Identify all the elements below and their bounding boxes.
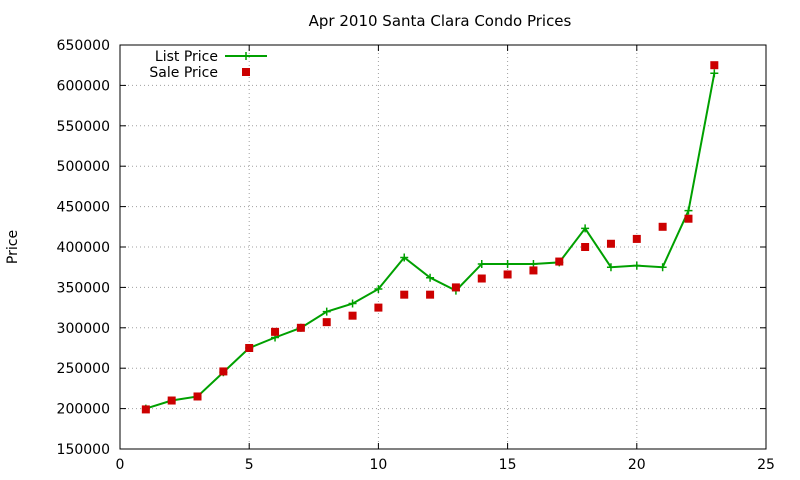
sale-price-point [684,214,693,223]
sale-price-point [606,239,615,248]
series-list-price [141,69,719,413]
sale-price-point [503,270,512,279]
y-tick-label: 500000 [57,159,110,175]
sale-price-point [400,290,409,299]
legend-label: Sale Price [149,65,218,81]
grid [120,45,766,449]
series-layer [141,61,719,414]
y-tick-label: 250000 [57,361,110,377]
y-tick-label: 650000 [57,38,110,54]
x-tick-label: 20 [628,457,646,473]
list-price-point [581,224,590,233]
sale-price-point [581,243,590,251]
sale-price-point [555,257,564,266]
list-price-point [426,273,435,282]
axes: 0 5 10 15 20 25 150000 200000 250000 300000 350000… [57,38,775,473]
y-axis-label: Price [5,230,21,264]
sale-price-point [710,61,719,70]
list-price-point [658,263,667,272]
sale-price-point [529,266,538,275]
x-tick-label: 25 [757,457,775,473]
legend-marker-swatch [242,68,250,76]
y-tick-label: 300000 [57,321,110,337]
sale-price-point [374,303,383,312]
list-price-point [606,263,615,272]
list-price-point [374,285,383,294]
sale-price-point [193,392,202,401]
sale-price-point [296,323,305,332]
chart-title: Apr 2010 Santa Clara Condo Prices [309,12,572,30]
sale-price-point [632,234,641,243]
list-price-point [503,259,512,268]
list-price-point [400,253,409,262]
legend-label: List Price [155,49,218,65]
x-tick-label: 5 [245,457,254,473]
sale-price-point [167,396,176,405]
list-price-point [632,261,641,270]
sale-price-point [245,344,254,352]
y-tick-label: 350000 [57,280,110,296]
y-tick-label: 550000 [57,119,110,135]
series-sale-price [141,61,719,414]
y-tick-label: 200000 [57,402,110,418]
x-tick-label: 10 [369,457,387,473]
sale-price-point [658,222,667,231]
y-tick-label: 150000 [57,442,110,458]
list-price-point [684,206,693,215]
list-price-line [145,73,716,410]
list-price-point [322,307,331,316]
sale-price-point [141,405,150,414]
list-price-point [477,259,486,268]
y-tick-label: 450000 [57,200,110,216]
x-tick-label: 0 [116,457,125,473]
legend-marker-swatch [242,52,250,60]
sale-price-point [219,367,228,376]
y-tick-label: 600000 [57,78,110,94]
sale-price-point [451,283,460,292]
y-tick-label: 400000 [57,240,110,256]
sale-price-point [322,318,331,327]
sale-price-point [426,290,435,299]
x-tick-label: 15 [499,457,517,473]
sale-price-point [477,274,486,283]
sale-price-point [348,311,357,320]
list-price-point [348,299,357,308]
sale-price-point [271,327,280,336]
list-price-point [710,69,719,78]
